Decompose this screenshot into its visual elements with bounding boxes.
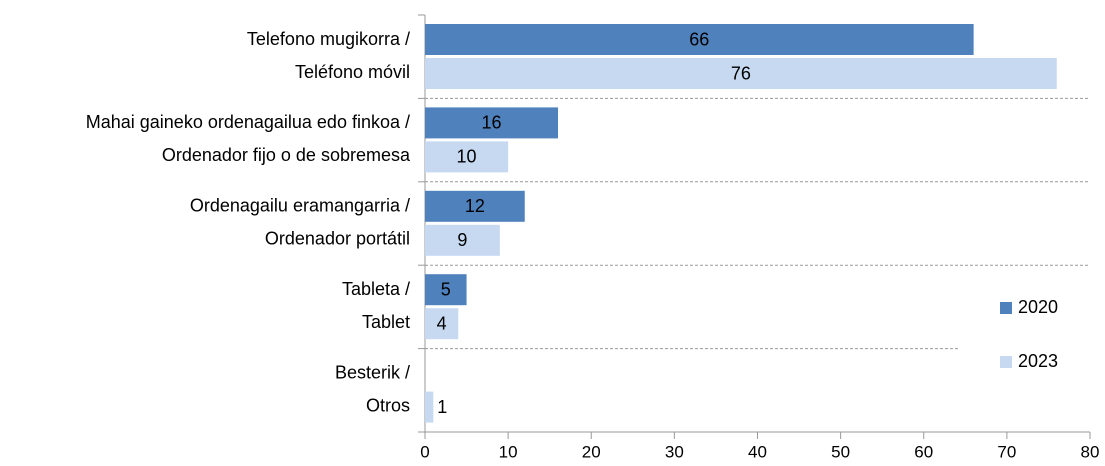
bar (425, 141, 509, 173)
category-label: Tablet (362, 312, 410, 332)
data-label: 76 (731, 63, 751, 83)
data-label: 1 (437, 397, 447, 417)
bar (425, 107, 558, 139)
bar (425, 190, 525, 222)
category-label: Ordenagailu eramangarria / (190, 196, 410, 216)
x-tick-label: 70 (997, 442, 1016, 461)
category-label: Mahai gaineko ordenagailua edo finkoa / (86, 112, 410, 132)
bar (425, 224, 500, 256)
category-label: Ordenador portátil (265, 229, 410, 249)
data-label: 16 (481, 113, 501, 133)
category-label: Tableta / (342, 279, 410, 299)
data-label: 4 (437, 313, 447, 333)
x-tick-label: 10 (499, 442, 518, 461)
bar (425, 24, 974, 55)
bar (425, 274, 467, 306)
category-label: Otros (366, 395, 410, 415)
x-tick-label: 40 (748, 442, 767, 461)
x-tick-label: 20 (582, 442, 601, 461)
legend-swatch (1000, 356, 1012, 368)
category-label: Teléfono móvil (295, 62, 410, 82)
bar (425, 391, 434, 423)
data-label: 66 (689, 29, 709, 49)
x-tick-label: 60 (914, 442, 933, 461)
bar (425, 308, 459, 340)
legend-label: 2020 (1018, 297, 1058, 317)
category-label: Besterik / (335, 362, 410, 382)
category-label: Ordenador fijo o de sobremesa (162, 145, 411, 165)
x-tick-label: 80 (1081, 442, 1100, 461)
x-tick-label: 0 (420, 442, 429, 461)
data-label: 5 (441, 279, 451, 299)
x-tick-label: 30 (665, 442, 684, 461)
category-label: Telefono mugikorra / (247, 29, 410, 49)
x-tick-label: 50 (831, 442, 850, 461)
data-label: 12 (465, 196, 485, 216)
legend-swatch (1000, 302, 1012, 314)
bar (425, 58, 1057, 89)
data-label: 10 (457, 147, 477, 167)
data-label: 9 (457, 230, 467, 250)
legend-label: 2023 (1018, 351, 1058, 371)
